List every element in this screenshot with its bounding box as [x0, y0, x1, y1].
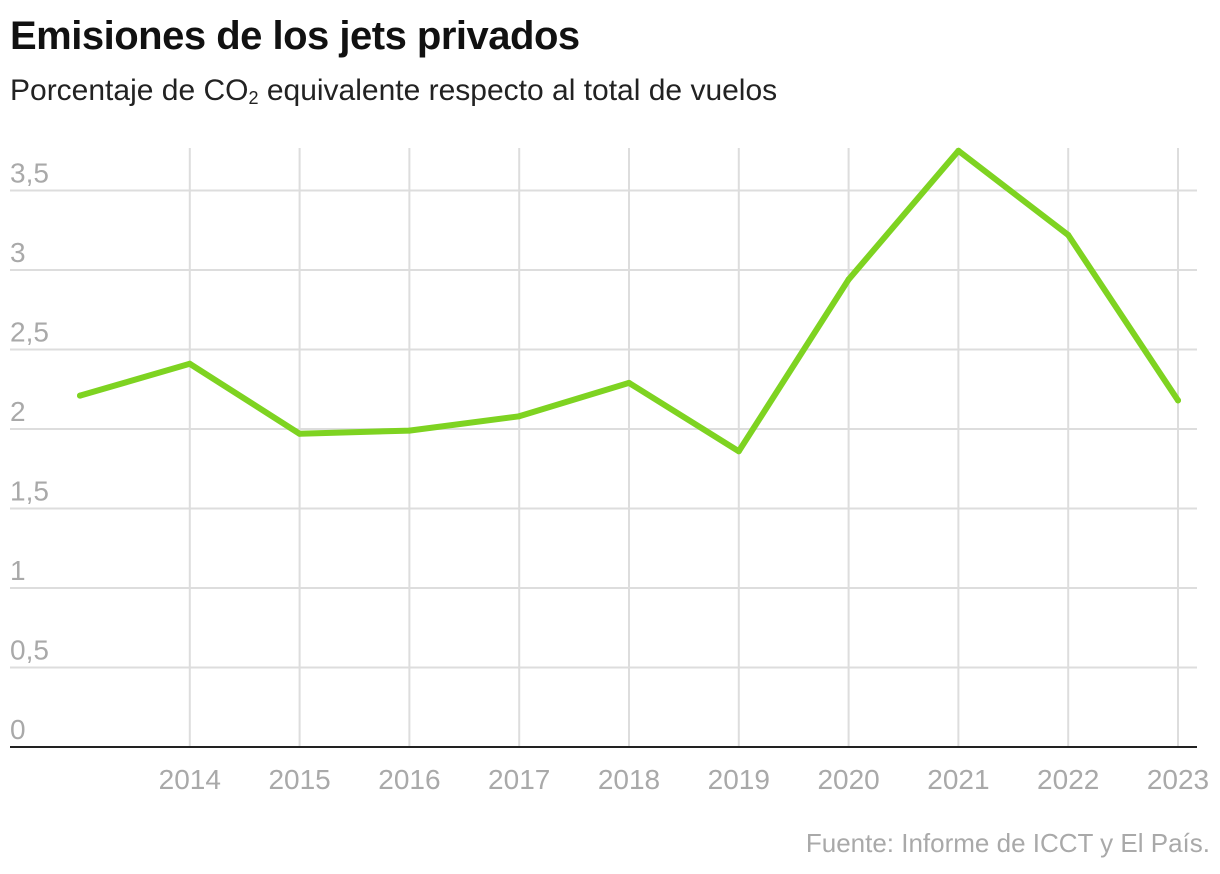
x-tick-label: 2023	[1147, 764, 1209, 795]
y-tick-label: 1,5	[10, 476, 49, 507]
data-point-2017	[516, 413, 523, 420]
data-point-2019	[735, 448, 742, 455]
subtitle-subscript: 2	[248, 88, 259, 108]
x-tick-label: 2014	[159, 764, 221, 795]
chart-title: Emisiones de los jets privados	[10, 14, 580, 58]
data-point-2018	[626, 379, 632, 386]
data-point-2022	[1065, 232, 1072, 239]
source-note: Fuente: Informe de ICCT y El País.	[805, 828, 1210, 858]
subtitle-text-end: equivalente respecto al total de vuelos	[258, 74, 778, 107]
data-point-2016	[406, 427, 413, 434]
y-tick-label: 3,5	[10, 158, 49, 189]
y-tick-label: 2	[10, 396, 26, 427]
data-point-2023	[1175, 397, 1181, 404]
horizontal-gridlines	[10, 189, 1197, 669]
vertical-gridlines	[188, 148, 1179, 747]
data-point-2015	[296, 430, 303, 437]
series-group	[77, 147, 1181, 455]
x-tick-label: 2016	[378, 764, 440, 795]
data-point-2021	[955, 147, 962, 154]
y-tick-label: 1	[10, 555, 26, 586]
x-tick-label: 2018	[598, 764, 660, 795]
x-tick-label: 2017	[488, 764, 550, 795]
x-tick-label: 2019	[708, 764, 770, 795]
x-tick-label: 2015	[268, 764, 330, 795]
data-point-2013	[77, 392, 83, 399]
y-tick-label: 3	[10, 237, 26, 268]
x-tick-label: 2020	[817, 764, 879, 795]
chart-subtitle: Porcentaje de CO2 equivalente respecto a…	[10, 74, 777, 109]
y-axis-tick-labels: 0 0,5 1 1,5 2 2,5 3 3,5	[10, 158, 49, 746]
x-axis-tick-labels: 2014 2015 2016 2017 2018 2019 2020 2021 2022 2023	[159, 764, 1209, 795]
y-tick-label: 0,5	[10, 635, 49, 666]
y-tick-label: 0	[10, 714, 26, 745]
x-tick-label: 2022	[1037, 764, 1099, 795]
data-point-2014	[186, 360, 193, 367]
y-tick-label: 2,5	[10, 317, 49, 348]
subtitle-text-start: Porcentaje de CO	[10, 74, 249, 107]
data-point-2020	[845, 276, 852, 283]
x-tick-label: 2021	[927, 764, 989, 795]
